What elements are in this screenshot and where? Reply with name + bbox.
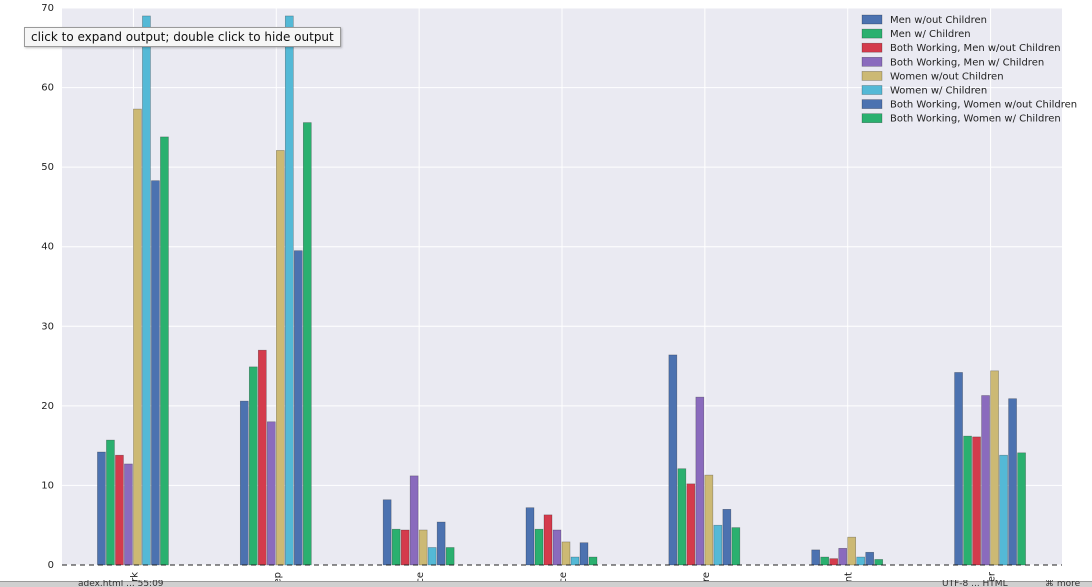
x-tick-label: ep bbox=[272, 572, 283, 585]
legend-swatch bbox=[861, 113, 883, 123]
bar bbox=[391, 528, 401, 566]
bar bbox=[115, 454, 124, 566]
bar bbox=[713, 524, 723, 566]
legend-label: Men w/ Children bbox=[890, 29, 971, 40]
bar bbox=[579, 542, 589, 566]
y-tick-label: 60 bbox=[41, 83, 54, 94]
legend-swatch bbox=[861, 99, 883, 109]
bar bbox=[436, 521, 446, 566]
bar bbox=[838, 547, 848, 566]
bar bbox=[275, 150, 285, 566]
legend-swatch bbox=[861, 85, 883, 95]
legend-label: Both Working, Men w/ Children bbox=[890, 57, 1044, 68]
bar bbox=[588, 556, 598, 566]
status-right: UTF-8 ... HTML bbox=[942, 580, 1008, 587]
x-axis: rk ep ce ce re nt er bbox=[129, 571, 997, 584]
bar bbox=[820, 556, 830, 566]
y-tick-label: 10 bbox=[41, 480, 54, 491]
legend-label: Both Working, Women w/ Children bbox=[890, 114, 1061, 125]
bar bbox=[382, 499, 392, 566]
bar bbox=[151, 180, 160, 566]
bar bbox=[409, 475, 419, 566]
bar bbox=[248, 366, 258, 566]
bar bbox=[418, 529, 428, 566]
bar bbox=[811, 549, 821, 566]
status-left: adex.html ... 55:09 bbox=[78, 580, 164, 587]
legend-swatch bbox=[861, 14, 883, 25]
legend-label: Men w/out Children bbox=[890, 15, 987, 26]
bar bbox=[686, 483, 696, 566]
bar bbox=[543, 514, 553, 566]
bar bbox=[954, 372, 963, 566]
y-tick-label: 20 bbox=[41, 401, 54, 412]
bar bbox=[106, 439, 115, 566]
bar bbox=[445, 547, 455, 566]
bar bbox=[731, 527, 741, 566]
legend-label: Both Working, Women w/out Children bbox=[890, 100, 1077, 111]
bar bbox=[239, 400, 249, 566]
bar bbox=[981, 395, 990, 566]
bar bbox=[677, 468, 687, 566]
bar bbox=[847, 536, 857, 566]
legend: Men w/out Children Men w/ Children Both Wo… bbox=[861, 14, 1077, 125]
legend-swatch bbox=[861, 56, 883, 67]
x-tick-label: er bbox=[987, 571, 998, 582]
legend-swatch bbox=[861, 71, 883, 81]
bar bbox=[160, 136, 169, 566]
bar bbox=[999, 454, 1008, 566]
bar bbox=[293, 250, 303, 566]
bar bbox=[257, 349, 267, 566]
bar bbox=[124, 463, 133, 566]
bar bbox=[284, 15, 294, 566]
bar bbox=[142, 15, 151, 566]
status-far-right: ⌘ more bbox=[1045, 580, 1081, 587]
x-tick-label: nt bbox=[844, 572, 855, 582]
x-tick-label: ce bbox=[415, 572, 426, 584]
y-tick-label: 50 bbox=[41, 162, 54, 173]
bar bbox=[525, 507, 535, 566]
legend-label: Women w/ Children bbox=[890, 86, 987, 97]
bar bbox=[990, 370, 999, 566]
bar bbox=[1017, 452, 1026, 566]
y-tick-label: 70 bbox=[41, 3, 54, 14]
legend-label: Both Working, Men w/out Children bbox=[890, 43, 1061, 54]
y-axis: 0 10 20 30 40 50 60 70 bbox=[41, 3, 54, 571]
legend-label: Women w/out Children bbox=[890, 71, 1004, 82]
bar bbox=[266, 421, 276, 566]
x-tick-label: rk bbox=[129, 572, 140, 582]
legend-swatch bbox=[861, 42, 883, 53]
x-tick-label: re bbox=[701, 572, 712, 582]
bar bbox=[400, 529, 410, 566]
bar bbox=[97, 451, 106, 566]
bar bbox=[704, 474, 714, 566]
bar bbox=[561, 541, 571, 566]
bar bbox=[829, 558, 839, 566]
bar bbox=[1008, 398, 1017, 566]
output-tooltip[interactable]: click to expand output; double click to … bbox=[24, 27, 341, 47]
bar bbox=[865, 551, 875, 566]
status-bar: adex.html ... 55:09 UTF-8 ... HTML ⌘ mor… bbox=[0, 580, 1092, 587]
legend-swatch bbox=[861, 28, 883, 39]
bar bbox=[552, 529, 562, 566]
bar bbox=[972, 436, 981, 566]
bar bbox=[570, 556, 580, 566]
bar bbox=[695, 396, 705, 566]
y-tick-label: 40 bbox=[41, 242, 54, 253]
bar bbox=[668, 354, 678, 566]
y-tick-label: 0 bbox=[48, 560, 54, 571]
bar bbox=[856, 556, 866, 566]
bar bbox=[963, 435, 972, 566]
bar bbox=[302, 122, 312, 566]
bar bbox=[133, 108, 142, 566]
bar bbox=[534, 528, 544, 566]
bar bbox=[722, 508, 732, 566]
y-tick-label: 30 bbox=[41, 321, 54, 332]
x-tick-label: ce bbox=[558, 572, 569, 584]
bar bbox=[427, 547, 437, 566]
bar bbox=[874, 559, 884, 566]
